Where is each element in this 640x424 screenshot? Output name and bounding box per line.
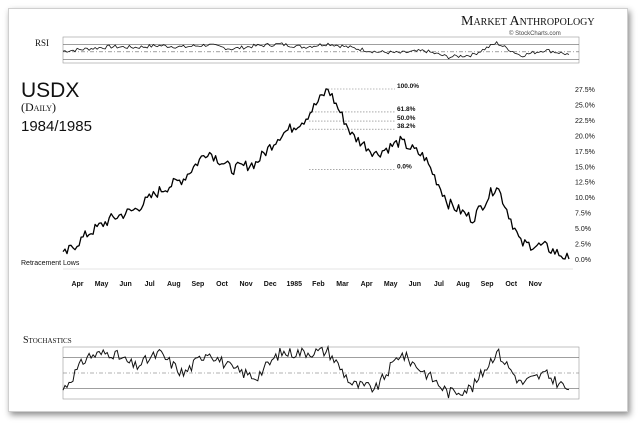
- x-tick-label: Aug: [456, 281, 470, 288]
- rsi-label: RSI: [35, 38, 49, 48]
- x-tick-label: Jul: [434, 281, 444, 288]
- retracement-label: 100.0%: [397, 83, 419, 90]
- usdx-price-line: [62, 88, 570, 260]
- stochastics-label: Stochastics: [23, 335, 72, 346]
- chart-period: 1984/1985: [21, 118, 92, 135]
- x-tick-label: Mar: [336, 281, 349, 288]
- y-tick-label: 7.5%: [575, 211, 591, 218]
- y-tick-label: 25.0%: [575, 103, 595, 110]
- y-tick-label: 17.5%: [575, 149, 595, 156]
- y-tick-label: 0.0%: [575, 257, 591, 264]
- y-tick-label: 12.5%: [575, 180, 595, 187]
- x-tick-label: Oct: [505, 281, 517, 288]
- x-tick-label: Feb: [312, 281, 324, 288]
- x-tick-label: Oct: [216, 281, 228, 288]
- x-tick-label: Nov: [529, 281, 542, 288]
- chart-subtitle: (Daily): [21, 100, 56, 114]
- retracement-label: 0.0%: [397, 163, 412, 170]
- x-tick-label: 1985: [287, 281, 303, 288]
- x-tick-label: Sep: [191, 281, 204, 288]
- rsi-frame: [62, 36, 580, 64]
- x-tick-label: Nov: [239, 281, 252, 288]
- retracement-label: 38.2%: [397, 123, 416, 130]
- stochastics-line: [62, 344, 570, 399]
- brand-name: Market Anthropology: [461, 14, 595, 29]
- x-tick-label: Apr: [71, 281, 83, 288]
- x-tick-label: Apr: [361, 281, 373, 288]
- y-tick-label: 5.0%: [575, 226, 591, 233]
- x-tick-label: Jun: [119, 281, 131, 288]
- chart-frame: Market Anthropology © StockCharts.com RS…: [8, 8, 628, 412]
- y-tick-label: 20.0%: [575, 133, 595, 140]
- retracement-label: 50.0%: [397, 115, 416, 122]
- x-tick-label: May: [95, 281, 109, 288]
- y-tick-label: 22.5%: [575, 118, 595, 125]
- x-tick-label: May: [384, 281, 398, 288]
- x-tick-label: Jun: [409, 281, 421, 288]
- x-tick-label: Aug: [167, 281, 181, 288]
- x-tick-label: Jul: [145, 281, 155, 288]
- x-tick-label: Dec: [264, 281, 277, 288]
- y-tick-label: 10.0%: [575, 195, 595, 202]
- rsi-line: [62, 40, 570, 60]
- y-tick-label: 2.5%: [575, 242, 591, 249]
- x-tick-label: Sep: [481, 281, 494, 288]
- y-tick-label: 15.0%: [575, 164, 595, 171]
- chart: Market Anthropology © StockCharts.com RS…: [21, 14, 595, 400]
- source-credit: © StockCharts.com: [509, 30, 561, 37]
- y-tick-label: 27.5%: [575, 87, 595, 94]
- price-panel: USDX (Daily) 1984/1985 Retracement Lows: [21, 79, 92, 267]
- chart-title: USDX: [21, 79, 79, 102]
- stochastics-panel: Stochastics: [23, 335, 72, 346]
- retracement-annotation: Retracement Lows: [21, 260, 80, 267]
- rsi-panel: RSI: [35, 38, 49, 48]
- retracement-label: 61.8%: [397, 106, 416, 113]
- chart-marks: 27.5% 25.0% 22.5% 20.0% 17.5% 15.0% 12.5% 10.0%…: [62, 36, 595, 400]
